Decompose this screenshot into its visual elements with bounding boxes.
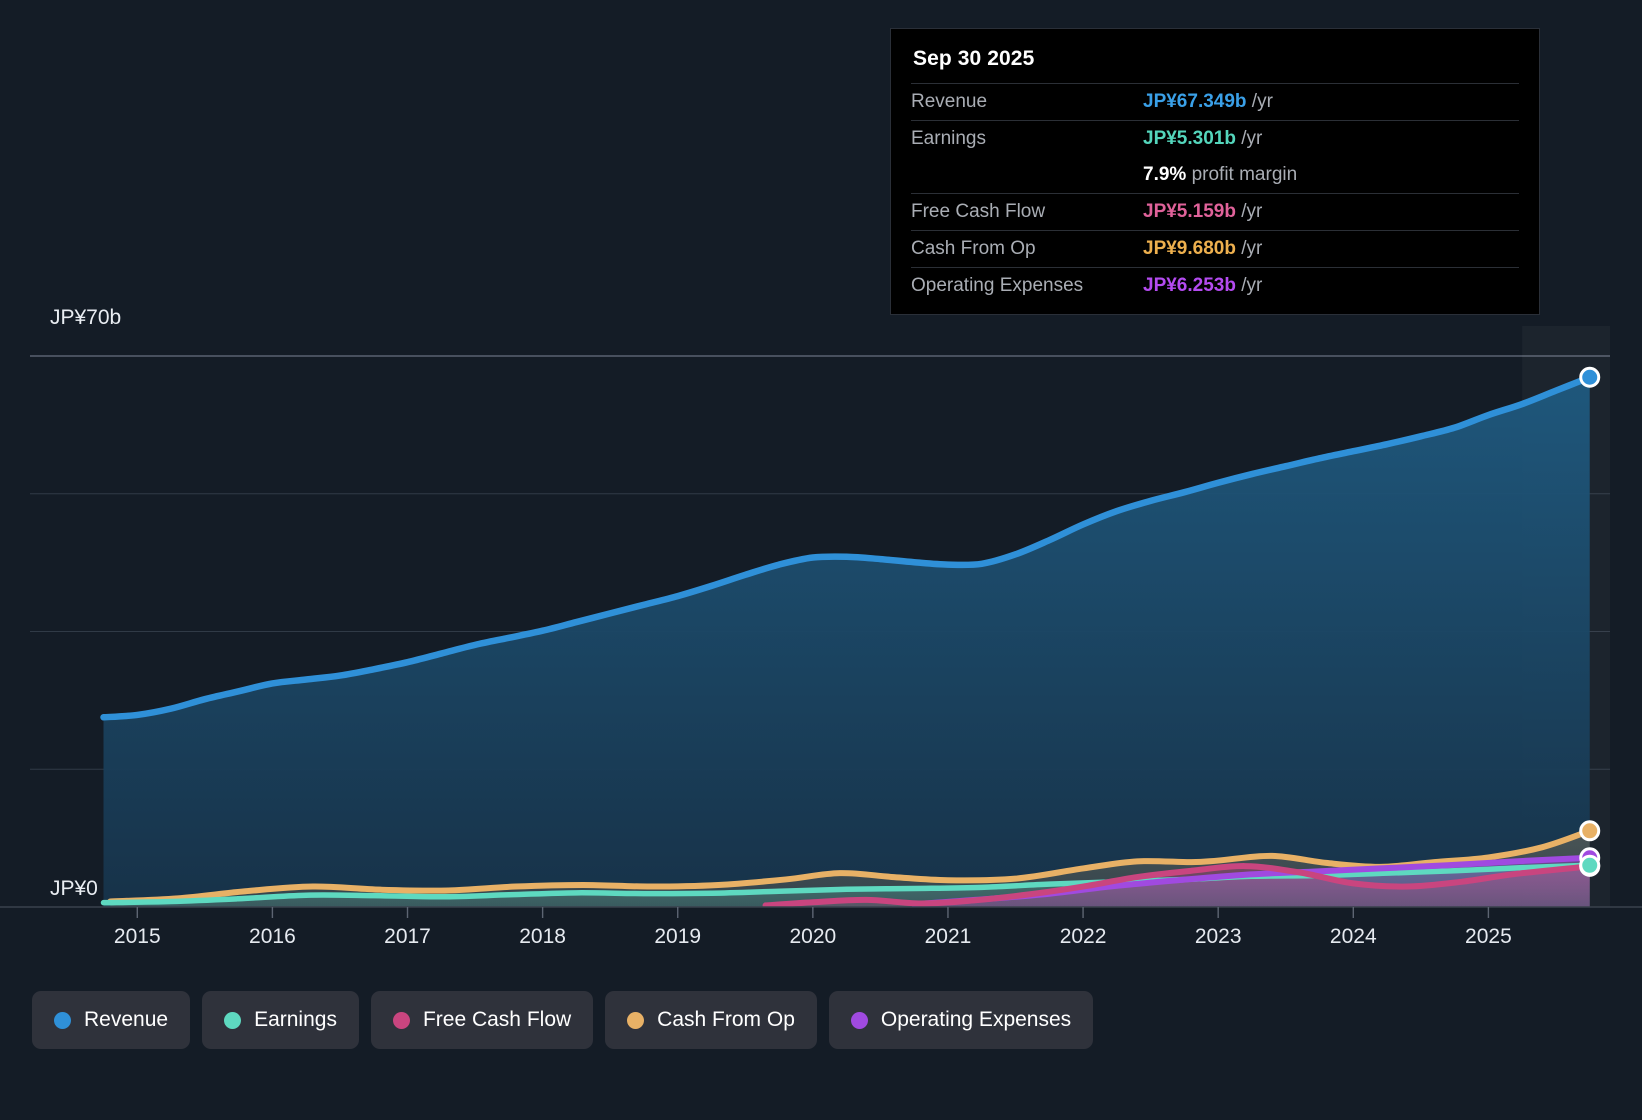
tooltip-metric-unit: /yr bbox=[1246, 91, 1273, 112]
x-axis-tick-2017: 2017 bbox=[384, 925, 431, 948]
series-end-markers bbox=[1579, 366, 1601, 877]
y-axis-top-label: JP¥70b bbox=[50, 306, 122, 329]
tooltip-metric-value: JP¥6.253b /yr bbox=[1143, 267, 1519, 304]
tooltip-metric-unit: /yr bbox=[1235, 128, 1263, 149]
earnings-end-marker bbox=[1579, 854, 1601, 876]
chart-series-group bbox=[100, 374, 1593, 907]
legend-item-label: Revenue bbox=[84, 1008, 169, 1031]
earnings-dot bbox=[224, 1011, 242, 1029]
tooltip-metric-value: JP¥5.301b /yr bbox=[1143, 120, 1519, 157]
profit-margin-caption: profit margin bbox=[1186, 164, 1298, 185]
tooltip-date: Sep 30 2025 bbox=[913, 47, 1035, 70]
profit-margin-percent: 7.9% bbox=[1143, 164, 1187, 185]
tooltip-row: Earnings JP¥5.301b /yr bbox=[911, 120, 1519, 157]
x-axis-tick-2021: 2021 bbox=[924, 925, 972, 948]
legend-item-revenue[interactable]: Revenue bbox=[32, 991, 191, 1049]
legend-item-label: Cash From Op bbox=[657, 1008, 795, 1031]
tooltip-metric-unit: /yr bbox=[1235, 238, 1263, 259]
tooltip-profit-margin-spacer bbox=[911, 157, 1143, 194]
tooltip-row: Revenue JP¥67.349b /yr bbox=[911, 83, 1519, 121]
x-axis-tick-2023: 2023 bbox=[1194, 925, 1242, 948]
tooltip-metric-label: Revenue bbox=[911, 83, 1143, 121]
tooltip-metric-value: JP¥67.349b /yr bbox=[1143, 83, 1519, 121]
data-tooltip: Sep 30 2025 Revenue JP¥67.349b /yr Earning… bbox=[890, 28, 1540, 315]
tooltip-metrics-table: Revenue JP¥67.349b /yr Earnings JP¥5.301b /… bbox=[911, 83, 1519, 304]
tooltip-metric-label: Free Cash Flow bbox=[911, 193, 1143, 231]
tooltip-metric-value: JP¥5.159b /yr bbox=[1143, 193, 1519, 231]
revenue-end-marker bbox=[1579, 366, 1601, 388]
y-axis-zero-label: JP¥0 bbox=[50, 877, 98, 900]
x-axis-tick-2018: 2018 bbox=[519, 925, 566, 948]
legend-item-earnings[interactable]: Earnings bbox=[202, 991, 359, 1049]
tooltip-profit-margin-row: 7.9% profit margin bbox=[911, 157, 1519, 194]
x-axis-tick-2022: 2022 bbox=[1059, 925, 1107, 948]
legend-item-cash-from-op[interactable]: Cash From Op bbox=[605, 991, 817, 1049]
tooltip-profit-margin-value: 7.9% profit margin bbox=[1143, 157, 1519, 194]
legend-item-free-cash-flow[interactable]: Free Cash Flow bbox=[370, 991, 594, 1049]
tooltip-metric-label: Cash From Op bbox=[911, 230, 1143, 268]
revenue-area bbox=[103, 377, 1590, 907]
cash-from-op-dot bbox=[627, 1011, 645, 1029]
tooltip-metric-amount: JP¥5.301b bbox=[1143, 128, 1236, 149]
legend-item-label: Operating Expenses bbox=[880, 1008, 1072, 1031]
tooltip-metric-label: Operating Expenses bbox=[911, 267, 1143, 304]
tooltip-row: Free Cash Flow JP¥5.159b /yr bbox=[911, 193, 1519, 231]
tooltip-metric-unit: /yr bbox=[1235, 201, 1263, 222]
x-axis-tick-2016: 2016 bbox=[249, 925, 296, 948]
tooltip-metric-value: JP¥9.680b /yr bbox=[1143, 230, 1519, 268]
tooltip-metric-amount: JP¥67.349b bbox=[1143, 91, 1247, 112]
legend-item-operating-expenses[interactable]: Operating Expenses bbox=[828, 991, 1094, 1049]
revenue-dot bbox=[54, 1011, 71, 1029]
x-axis-tick-2020: 2020 bbox=[789, 925, 837, 948]
operating-expenses-dot bbox=[850, 1011, 868, 1029]
tooltip-row: Cash From Op JP¥9.680b /yr bbox=[911, 230, 1519, 268]
x-axis-tick-2019: 2019 bbox=[654, 925, 702, 948]
tooltip-metric-label: Earnings bbox=[911, 120, 1143, 157]
revenue-line bbox=[100, 374, 1593, 721]
tooltip-metric-amount: JP¥5.159b bbox=[1143, 201, 1236, 222]
x-axis-tick-2015: 2015 bbox=[113, 925, 161, 948]
cash-from-op-end-marker bbox=[1579, 820, 1601, 842]
chart-legend: Revenue Earnings Free Cash Flow Cash From O… bbox=[32, 991, 1094, 1049]
x-axis-tick-2024: 2024 bbox=[1329, 925, 1377, 948]
legend-item-label: Free Cash Flow bbox=[422, 1008, 572, 1031]
tooltip-row: Operating Expenses JP¥6.253b /yr bbox=[911, 267, 1519, 304]
free-cash-flow-area bbox=[765, 866, 1590, 907]
tooltip-metric-amount: JP¥9.680b bbox=[1143, 238, 1236, 259]
free-cash-flow-dot bbox=[392, 1011, 410, 1029]
legend-item-label: Earnings bbox=[254, 1008, 337, 1031]
earnings-line bbox=[100, 862, 1593, 906]
x-axis bbox=[0, 906, 1642, 918]
x-axis-tick-2025: 2025 bbox=[1465, 925, 1512, 948]
tooltip-metric-unit: /yr bbox=[1235, 275, 1263, 296]
tooltip-metric-amount: JP¥6.253b bbox=[1143, 275, 1236, 296]
free-cash-flow-line bbox=[762, 863, 1593, 907]
